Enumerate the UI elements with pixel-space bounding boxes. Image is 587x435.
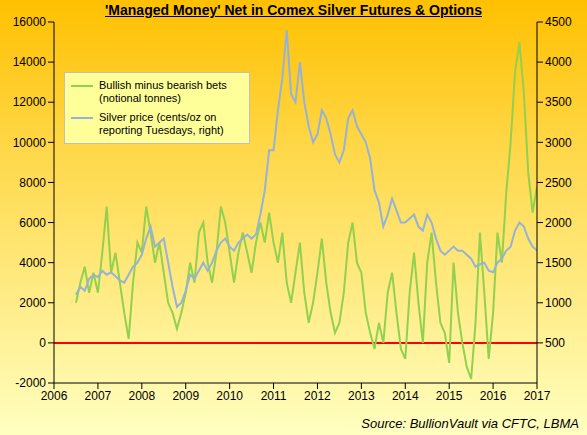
svg-text:16000: 16000 [13, 15, 47, 29]
svg-text:3000: 3000 [545, 136, 572, 150]
svg-text:4500: 4500 [545, 15, 572, 29]
html-text:'Managed Money' Net in Comex S: 'Managed Money' Net in Comex Silver Futu… [105, 2, 482, 18]
svg-text:2013: 2013 [348, 389, 375, 403]
html-text:Bullish minus bearish bets (no: Bullish minus bearish bets (notional ton… [99, 79, 227, 104]
svg-text:2006: 2006 [41, 389, 68, 403]
svg-text:2008: 2008 [128, 389, 155, 403]
svg-text:2007: 2007 [85, 389, 112, 403]
svg-text:8000: 8000 [19, 176, 46, 190]
svg-text:2017: 2017 [524, 389, 551, 403]
svg-text:1000: 1000 [545, 296, 572, 310]
svg-text:-2000: -2000 [15, 376, 46, 390]
html-text:Silver price (cents/oz on repo: Silver price (cents/oz on reporting Tues… [99, 111, 224, 136]
svg-text:2000: 2000 [19, 296, 46, 310]
svg-text:0: 0 [39, 336, 46, 350]
svg-text:2500: 2500 [545, 176, 572, 190]
html-text:Source: BullionVault via CFTC,: Source: BullionVault via CFTC, LBMA [361, 416, 579, 431]
svg-text:10000: 10000 [13, 136, 47, 150]
svg-text:2010: 2010 [216, 389, 243, 403]
svg-text:14000: 14000 [13, 55, 47, 69]
svg-text:1500: 1500 [545, 256, 572, 270]
svg-text:6000: 6000 [19, 216, 46, 230]
svg-text:3500: 3500 [545, 95, 572, 109]
svg-text:2012: 2012 [304, 389, 331, 403]
svg-text:2016: 2016 [480, 389, 507, 403]
svg-text:2015: 2015 [436, 389, 463, 403]
svg-text:2000: 2000 [545, 216, 572, 230]
svg-text:2014: 2014 [392, 389, 419, 403]
svg-text:2009: 2009 [172, 389, 199, 403]
svg-text:2011: 2011 [261, 389, 287, 403]
svg-text:4000: 4000 [545, 55, 572, 69]
svg-text:4000: 4000 [19, 256, 46, 270]
svg-text:12000: 12000 [13, 95, 47, 109]
svg-text:500: 500 [545, 336, 565, 350]
